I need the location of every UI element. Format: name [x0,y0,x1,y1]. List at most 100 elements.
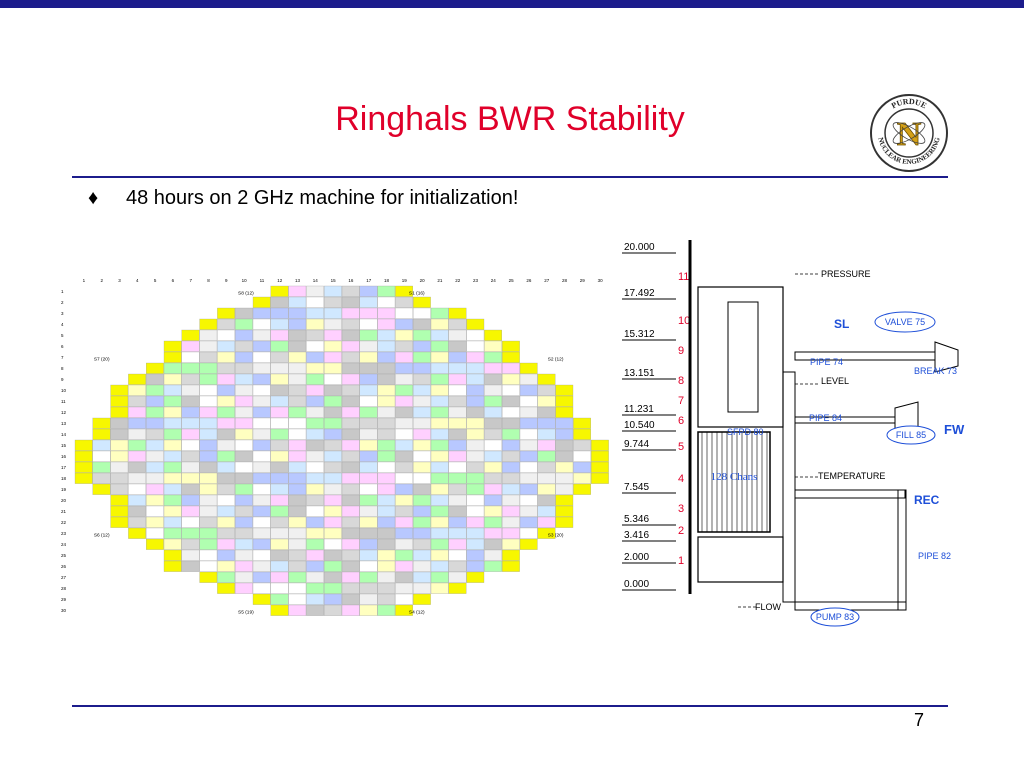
fuel-assembly-cell [484,428,502,440]
core-row-label: 21 [61,509,67,514]
core-row-label: 10 [61,388,67,393]
fuel-assembly-cell [395,483,413,495]
core-row-label: 26 [61,564,67,569]
fuel-assembly-cell [466,538,485,550]
fuel-assembly-cell [288,571,307,583]
core-sector-label: S4 (12) [409,610,425,616]
fuel-assembly-cell [235,417,253,429]
fuel-assembly-cell [341,461,360,473]
fuel-assembly-cell [324,604,342,616]
fuel-assembly-cell [377,461,396,473]
fuel-assembly-cell [199,571,218,583]
fuel-assembly-cell [199,461,218,473]
fuel-assembly-cell [377,549,396,561]
fuel-assembly-cell [395,417,413,429]
fuel-assembly-cell [252,351,271,363]
fuel-assembly-cell [573,450,591,462]
fuel-assembly-cell [324,483,342,495]
fuel-assembly-cell [324,494,342,506]
fuel-assembly-cell [235,439,253,451]
fuel-assembly-cell [341,549,360,561]
fuel-assembly-cell [413,461,431,473]
fuel-assembly-cell [359,362,378,374]
fuel-assembly-cell [324,472,342,484]
node-number: 3 [678,503,684,515]
fuel-assembly-cell [395,329,413,341]
fuel-assembly-cell [92,472,111,484]
fuel-assembly-cell [413,571,431,583]
fuel-assembly-cell [341,406,360,418]
fuel-assembly-cell [163,450,182,462]
fuel-assembly-cell [430,384,449,396]
fuel-assembly-cell [146,406,164,418]
fuel-assembly-cell [270,340,289,352]
sfpd-80-label: SFPD 80 [727,427,764,437]
fuel-assembly-cell [573,417,591,429]
fuel-assembly-cell [413,505,431,517]
fuel-assembly-cell [306,461,324,473]
fuel-assembly-cell [252,538,271,550]
steam-line-valve [934,341,959,373]
fuel-assembly-cell [502,417,520,429]
fuel-assembly-cell [288,439,307,451]
fuel-assembly-cell [430,472,449,484]
fuel-assembly-cell [519,428,538,440]
fuel-assembly-cell [163,362,182,374]
fuel-assembly-cell [306,307,324,319]
fuel-assembly-cell [484,472,502,484]
fuel-assembly-cell [306,362,324,374]
fuel-assembly-cell [448,505,467,517]
fuel-assembly-cell [359,395,378,407]
core-row-label: 29 [61,597,67,602]
fuel-assembly-cell [502,439,520,451]
core-column-label: 23 [473,278,479,283]
fuel-assembly-cell [359,373,378,385]
fuel-assembly-cell [128,472,146,484]
fuel-assembly-cell [324,560,342,572]
fuel-assembly-cell [448,318,467,330]
fuel-assembly-cell [395,340,413,352]
fuel-assembly-cell [341,582,360,594]
fuel-assembly-cell [341,428,360,440]
core-column-label: 20 [420,278,426,283]
fuel-assembly-cell [466,362,485,374]
fuel-assembly-cell [430,428,449,440]
fuel-assembly-cell [395,494,413,506]
fuel-assembly-cell [466,527,485,539]
fuel-assembly-cell [324,505,342,517]
fuel-assembly-cell [181,549,200,561]
fuel-assembly-cell [288,384,307,396]
core-column-label: 15 [331,278,337,283]
fuel-assembly-cell [270,582,289,594]
fuel-assembly-cell [217,373,235,385]
fuel-assembly-cell [181,362,200,374]
fuel-assembly-cell [270,461,289,473]
fuel-assembly-cell [270,604,289,616]
fuel-assembly-cell [146,439,164,451]
fuel-assembly-cell [377,296,396,308]
core-row-label: 19 [61,487,67,492]
fuel-assembly-cell [484,395,502,407]
core-row-label: 18 [61,476,67,481]
fuel-assembly-cell [181,406,200,418]
fuel-assembly-cell [466,373,485,385]
fuel-assembly-cell [484,494,502,506]
fuel-assembly-cell [448,549,467,561]
fuel-assembly-cell [519,494,538,506]
fuel-assembly-cell [430,516,449,528]
node-number: 1 [678,555,684,567]
fuel-assembly-cell [591,450,609,462]
fuel-assembly-cell [502,428,520,440]
feedwater-label: FW [944,422,965,437]
fuel-assembly-cell [484,417,502,429]
fuel-assembly-cell [395,516,413,528]
fuel-assembly-cell [466,549,485,561]
fuel-assembly-cell [163,505,182,517]
fuel-assembly-cell [377,285,396,297]
fuel-assembly-cell [448,494,467,506]
fuel-assembly-cell [359,538,378,550]
fuel-assembly-cell [199,516,218,528]
fuel-assembly-cell [519,395,538,407]
fuel-assembly-cell [306,296,324,308]
core-sector-label: S1 (16) [409,291,425,297]
